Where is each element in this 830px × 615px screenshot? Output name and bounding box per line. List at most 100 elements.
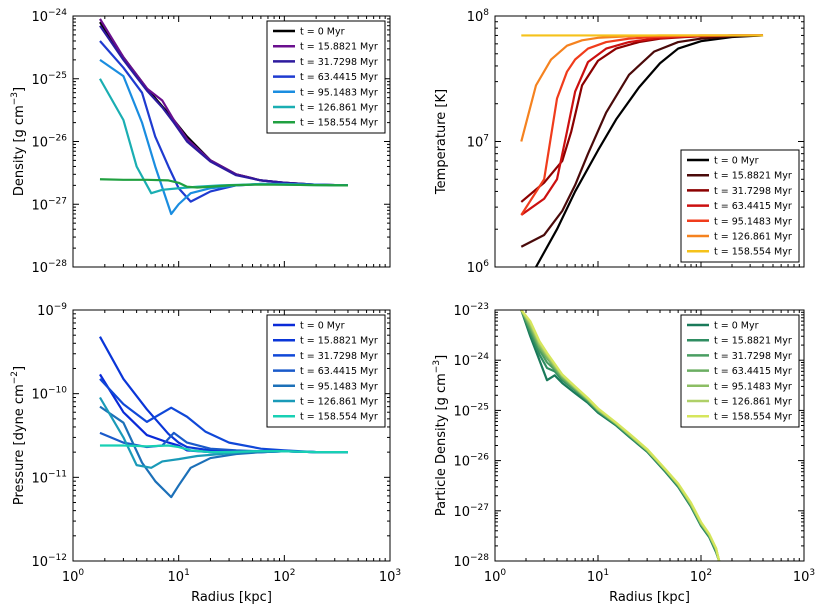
text-superscript: −26 [48,134,67,144]
text-base: 10 [690,570,707,585]
series-line-2 [520,34,764,248]
text-superscript: −12 [48,553,67,563]
plot-frame [494,309,805,562]
x-tick-label: 101 [587,568,609,585]
text-superscript: −26 [470,453,489,463]
series-lines [99,18,348,216]
legend: t = 0 Myr t = 15.8821 Myr t = 31.7298 Myr t… [266,314,386,428]
text-superscript: −10 [48,386,67,396]
text-base: 10 [467,261,484,276]
text-base: 10 [484,570,501,585]
y-tick-label: 106 [467,259,490,276]
y-tick-label: 10−27 [453,503,489,520]
legend-label: t = 158.554 Myr [300,412,378,423]
legend-label: t = 31.7298 Myr [714,351,792,362]
legend-label: t = 0 Myr [714,321,759,332]
x-axis-label: Radius [kpc] [609,590,690,605]
x-tick-label: 102 [273,568,295,585]
text-superscript: 7 [483,134,489,144]
text-superscript: −3 [10,92,20,105]
legend-label: t = 95.1483 Myr [714,216,792,227]
text-superscript: −11 [48,469,67,479]
x-tick-label: 101 [168,568,190,585]
text-superscript: −28 [48,259,67,269]
legend: t = 0 Myr t = 15.8821 Myr t = 31.7298 Myr t… [680,149,800,263]
text-superscript: −23 [470,302,489,312]
text-base: 10 [31,261,48,276]
text-superscript: −24 [48,8,67,18]
x-tick-label: 102 [690,568,712,585]
series-line-7 [520,310,721,561]
legend-label: t = 15.8821 Myr [714,171,792,182]
text-base: 10 [453,354,470,369]
text-base: 10 [31,471,48,486]
text-superscript: −24 [470,352,489,362]
series-lines [520,34,764,267]
series-lines [99,336,348,499]
y-tick-label: 10−10 [31,386,67,403]
legend-label: t = 15.8821 Myr [300,42,378,53]
legend-label: t = 31.7298 Myr [714,186,792,197]
text-base: Radius [kpc] [609,590,690,605]
text-superscript: −3 [432,360,442,373]
text-base: 10 [467,10,484,25]
text-superscript: 1 [184,568,190,578]
text-suffix: ] [12,366,27,371]
text-base: 10 [453,505,470,520]
legend-label: t = 31.7298 Myr [300,351,378,362]
legend-label: t = 0 Myr [300,27,345,38]
plot-frame [72,309,391,562]
plot-frame [72,15,391,268]
y-axis-label: Temperature [K] [434,89,449,195]
text-superscript: −27 [470,503,489,513]
text-base: 10 [31,388,48,403]
series-lines [520,310,721,561]
text-superscript: −2 [10,371,20,384]
text-base: 10 [168,570,185,585]
legend-label: t = 158.554 Myr [714,412,792,423]
text-base: 10 [453,555,470,570]
text-superscript: 3 [395,568,401,578]
legend-label: t = 95.1483 Myr [300,381,378,392]
x-tick-label: 100 [62,568,85,585]
text-superscript: 6 [483,259,489,269]
legend: t = 0 Myr t = 15.8821 Myr t = 31.7298 Myr t… [266,20,386,134]
text-base: 10 [793,570,810,585]
text-base: 10 [453,404,470,419]
y-axis-label: Particle Density [g cm−3] [432,355,449,516]
legend-label: t = 63.4415 Myr [714,201,792,212]
text-superscript: −9 [54,302,68,312]
text-base: 10 [31,198,48,213]
legend-label: t = 158.554 Myr [714,247,792,258]
series-line-1 [535,34,764,267]
text-base: 10 [453,455,470,470]
y-tick-label: 10−26 [31,134,67,151]
text-superscript: 2 [290,568,296,578]
text-superscript: 8 [483,8,489,18]
y-axis-label: Pressure [dyne cm−2] [10,366,27,505]
y-tick-label: 10−24 [31,8,67,25]
text-base: 10 [37,304,54,319]
text-superscript: −25 [48,71,67,81]
text-superscript: 0 [78,568,84,578]
text-superscript: −25 [470,402,489,412]
text-base: Temperature [K] [434,89,449,195]
text-base: Density [g cm [12,105,27,196]
y-tick-label: 10−12 [31,553,67,570]
text-base: 10 [31,73,48,88]
x-axis-label: Radius [kpc] [191,590,272,605]
text-base: 10 [31,10,48,25]
text-base: 10 [31,555,48,570]
y-tick-label: 10−25 [31,71,67,88]
legend-label: t = 31.7298 Myr [300,57,378,68]
text-base: 10 [587,570,604,585]
legend-label: t = 63.4415 Myr [300,72,378,83]
plot-frame [494,15,805,268]
legend-label: t = 15.8821 Myr [300,336,378,347]
x-tick-label: 103 [793,568,815,585]
series-line-7 [99,444,348,454]
legend-label: t = 63.4415 Myr [300,366,378,377]
